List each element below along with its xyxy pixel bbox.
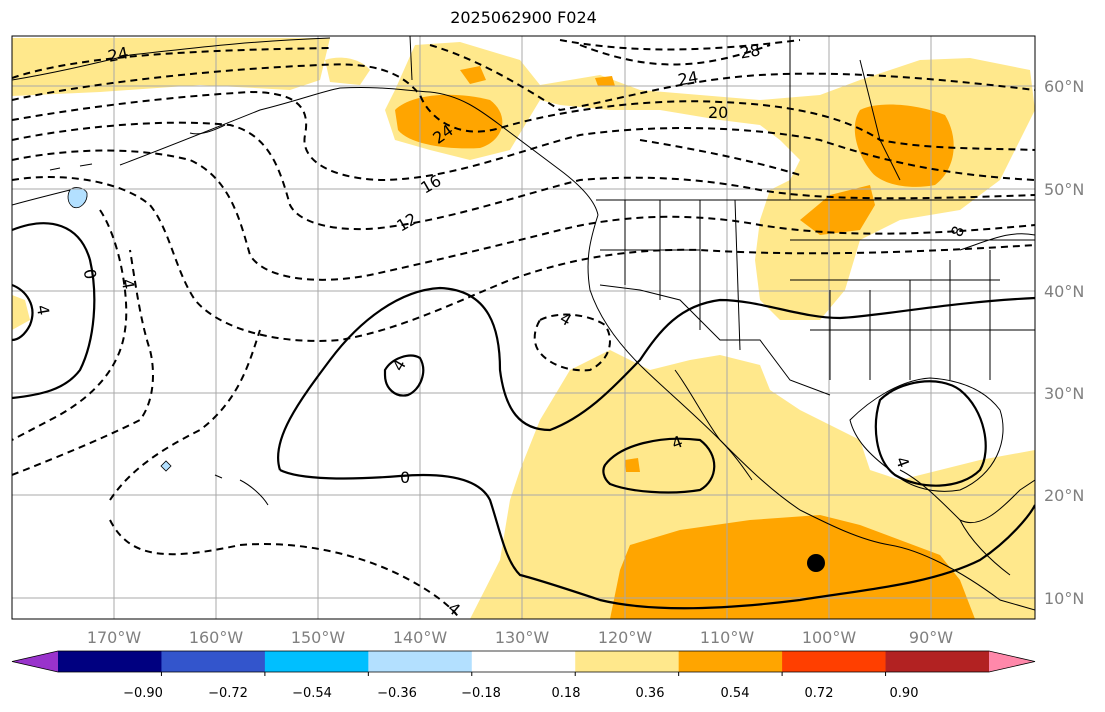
contour-label: 0	[80, 267, 100, 280]
colorbar-segment	[782, 651, 887, 672]
colorbar-extend-min	[12, 651, 58, 672]
colorbar-tick-label: 0.54	[721, 686, 750, 701]
colorbar-segment	[161, 651, 266, 672]
lon-label: 160°W	[189, 628, 244, 647]
lat-label: 50°N	[1044, 180, 1084, 199]
colorbar-tick-label: 0.36	[636, 686, 665, 701]
colorbar-segment	[575, 651, 680, 672]
map-area: 24 28 24 20 24 16 12 8 0 4 4 4 0 4 4 4 4	[12, 36, 1035, 619]
colorbar-tick-label: 0.90	[890, 686, 919, 701]
contour-label: 4	[118, 277, 138, 290]
lon-label: 170°W	[87, 628, 142, 647]
lon-label: 120°W	[598, 628, 653, 647]
colorbar-extend-max	[989, 651, 1035, 672]
lon-label: 100°W	[802, 628, 857, 647]
longitude-labels: 170°W 160°W 150°W 140°W 130°W 120°W 110°…	[87, 628, 953, 647]
location-marker	[807, 554, 825, 572]
colorbar-segment	[58, 651, 162, 672]
contour-label: 0	[400, 468, 410, 487]
colorbar-segment	[264, 651, 369, 672]
contour-label: 28	[738, 40, 761, 62]
colorbar-tick-label: −0.72	[208, 686, 248, 701]
colorbar-segment	[471, 651, 576, 672]
contour-label: 24	[676, 67, 699, 89]
lat-label: 40°N	[1044, 282, 1084, 301]
shading-light-blue-blob	[67, 187, 88, 209]
lon-label: 130°W	[495, 628, 550, 647]
map-title: 2025062900 F024	[450, 8, 597, 27]
graticule	[12, 36, 1035, 619]
contour-label: 20	[708, 103, 728, 122]
lat-label: 20°N	[1044, 486, 1084, 505]
shading-light-blue-blob	[160, 460, 172, 472]
colorbar-tick-label: −0.18	[461, 686, 501, 701]
colorbar-segment	[678, 651, 783, 672]
colorbar-tick-labels: −0.90 −0.72 −0.54 −0.36 −0.18 0.18 0.36 …	[123, 686, 918, 701]
colorbar-segment	[368, 651, 473, 672]
colorbar-tick-label: −0.54	[292, 686, 332, 701]
colorbar-tick-label: 0.18	[552, 686, 581, 701]
lon-label: 140°W	[393, 628, 448, 647]
colorbar-tick-label: −0.36	[377, 686, 417, 701]
negative-contours	[12, 39, 1035, 619]
lon-label: 150°W	[291, 628, 346, 647]
contour-label: 24	[106, 43, 130, 66]
colorbar-segment	[885, 651, 990, 672]
colorbar-outline	[11, 650, 1036, 673]
contour-label: 4	[33, 303, 53, 316]
lon-label: 90°W	[909, 628, 953, 647]
lat-label: 60°N	[1044, 77, 1084, 96]
latitude-labels: 60°N 50°N 40°N 30°N 20°N 10°N	[1044, 77, 1084, 608]
lat-label: 30°N	[1044, 384, 1084, 403]
colorbar-tick-label: −0.90	[123, 686, 163, 701]
map-frame	[11, 35, 1036, 620]
zero-contours	[12, 222, 1035, 610]
colorbar-tick-label: 0.72	[805, 686, 834, 701]
colorbar	[11, 650, 1036, 676]
lat-label: 10°N	[1044, 589, 1084, 608]
lon-label: 110°W	[700, 628, 755, 647]
